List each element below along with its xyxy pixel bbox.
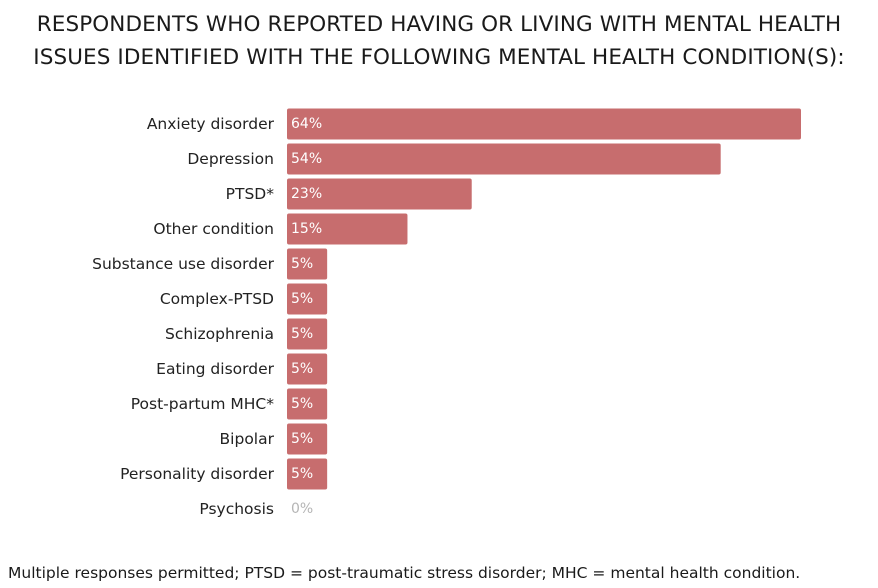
category-label-anxiety-disorder: Anxiety disorder xyxy=(147,115,275,133)
bar-eating-disorder xyxy=(287,353,328,385)
category-label-ptsd: PTSD* xyxy=(226,185,275,203)
category-label-bipolar: Bipolar xyxy=(220,430,275,448)
chart-title: RESPONDENTS WHO REPORTED HAVING OR LIVIN… xyxy=(0,8,878,74)
category-label-other-condition: Other condition xyxy=(153,220,274,238)
category-label-eating-disorder: Eating disorder xyxy=(156,360,274,378)
value-label-bipolar: 5% xyxy=(291,431,313,447)
category-label-psychosis: Psychosis xyxy=(199,500,274,518)
bar-bipolar xyxy=(287,423,328,455)
category-label-post-partum-mhc: Post-partum MHC* xyxy=(131,395,275,413)
value-label-post-partum-mhc: 5% xyxy=(291,396,313,412)
category-label-personality-disorder: Personality disorder xyxy=(120,465,275,483)
category-label-schizophrenia: Schizophrenia xyxy=(165,325,274,343)
category-label-complex-ptsd: Complex-PTSD xyxy=(160,290,274,308)
value-label-personality-disorder: 5% xyxy=(291,466,313,482)
value-label-substance-use-disorder: 5% xyxy=(291,256,313,272)
value-label-other-condition: 15% xyxy=(291,221,322,237)
bar-depression xyxy=(287,143,721,175)
value-label-depression: 54% xyxy=(291,151,322,167)
chart-title-line-1: RESPONDENTS WHO REPORTED HAVING OR LIVIN… xyxy=(36,12,842,37)
bar-substance-use-disorder xyxy=(287,248,328,280)
value-label-psychosis: 0% xyxy=(291,501,313,517)
value-label-eating-disorder: 5% xyxy=(291,361,313,377)
bar-schizophrenia xyxy=(287,318,328,350)
bar-other-condition xyxy=(287,213,408,245)
bar-personality-disorder xyxy=(287,458,328,490)
bar-ptsd xyxy=(287,178,472,210)
value-label-ptsd: 23% xyxy=(291,186,322,202)
category-label-substance-use-disorder: Substance use disorder xyxy=(92,255,275,273)
chart-footnote: Multiple responses permitted; PTSD = pos… xyxy=(8,564,801,582)
chart-title-line-2: ISSUES IDENTIFIED WITH THE FOLLOWING MEN… xyxy=(33,45,845,70)
bar-complex-ptsd xyxy=(287,283,328,315)
category-label-depression: Depression xyxy=(187,150,274,168)
value-label-anxiety-disorder: 64% xyxy=(291,116,322,132)
value-label-complex-ptsd: 5% xyxy=(291,291,313,307)
bar-anxiety-disorder xyxy=(287,108,801,140)
bar-post-partum-mhc xyxy=(287,388,328,420)
value-label-schizophrenia: 5% xyxy=(291,326,313,342)
